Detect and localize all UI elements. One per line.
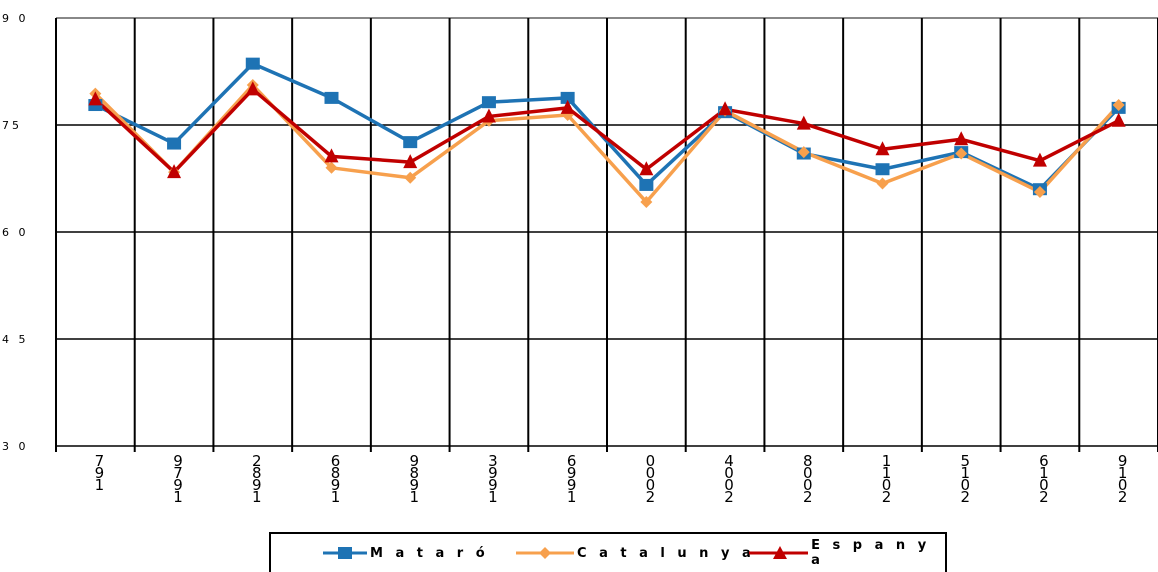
data-point-series-1 <box>560 91 575 104</box>
data-point-series-2 <box>325 161 338 174</box>
data-point-series-3 <box>1032 152 1047 167</box>
data-point-series-1 <box>403 136 418 149</box>
series-line-3 <box>94 87 1120 174</box>
y-tick-label: 9 0 <box>2 12 29 25</box>
data-point-series-3 <box>481 108 496 123</box>
data-point-series-3 <box>639 161 654 176</box>
data-point-series-3 <box>324 148 339 163</box>
data-point-series-2 <box>640 196 653 209</box>
data-point-series-2 <box>1033 186 1046 199</box>
data-point-series-1 <box>639 178 654 191</box>
legend-item-series-1: M a t a r ó <box>323 542 489 564</box>
data-point-series-3 <box>560 99 575 114</box>
legend-marker-series-2 <box>516 547 574 559</box>
y-tick-label: 75 <box>2 119 22 132</box>
legend-label-series-2: C a t a l u n y a <box>577 545 755 561</box>
data-point-series-1 <box>167 137 182 150</box>
series-line-1 <box>94 61 1120 191</box>
data-point-series-3 <box>88 91 103 106</box>
y-axis-ticks: 3 0 4 5 6 0 75 9 0 <box>2 12 29 453</box>
data-point-series-1 <box>481 96 496 109</box>
legend-label-series-3: E s p a n y a <box>811 538 931 568</box>
data-point-series-3 <box>167 164 182 179</box>
legend-marker-series-3 <box>749 546 809 559</box>
data-point-series-3 <box>954 131 969 146</box>
data-point-series-3 <box>403 154 418 169</box>
legend-marker-series-1 <box>323 547 367 559</box>
data-point-series-3 <box>875 141 890 156</box>
chart-series <box>88 57 1126 209</box>
data-point-series-2 <box>876 177 889 190</box>
y-tick-label: 3 0 <box>2 440 29 453</box>
data-point-series-1 <box>875 163 890 176</box>
data-point-series-3 <box>245 81 260 96</box>
data-point-series-2 <box>797 146 810 159</box>
data-point-series-3 <box>1111 112 1126 127</box>
data-point-series-1 <box>324 91 339 104</box>
chart-grid <box>55 17 1158 452</box>
data-point-series-3 <box>796 115 811 130</box>
x-axis-ticks: 7 9 1 9 7 9 1 2 8 9 1 6 8 9 1 9 8 9 1 3 9 9 1 6 9 9 1 0 0 0 2 4 0 0 2 8 0 0 2 1… <box>95 452 1128 506</box>
chart-legend: M a t a r ó C a t a l u n y a E s p a n … <box>269 532 947 572</box>
legend-label-series-1: M a t a r ó <box>370 545 489 561</box>
legend-item-series-2: C a t a l u n y a <box>516 542 755 564</box>
data-point-series-2 <box>955 147 968 160</box>
data-point-series-3 <box>718 101 733 116</box>
data-point-series-2 <box>1112 99 1125 112</box>
data-point-series-1 <box>245 57 260 70</box>
data-point-series-2 <box>404 171 417 184</box>
y-tick-label: 6 0 <box>2 226 29 239</box>
y-tick-label: 4 5 <box>2 333 29 346</box>
